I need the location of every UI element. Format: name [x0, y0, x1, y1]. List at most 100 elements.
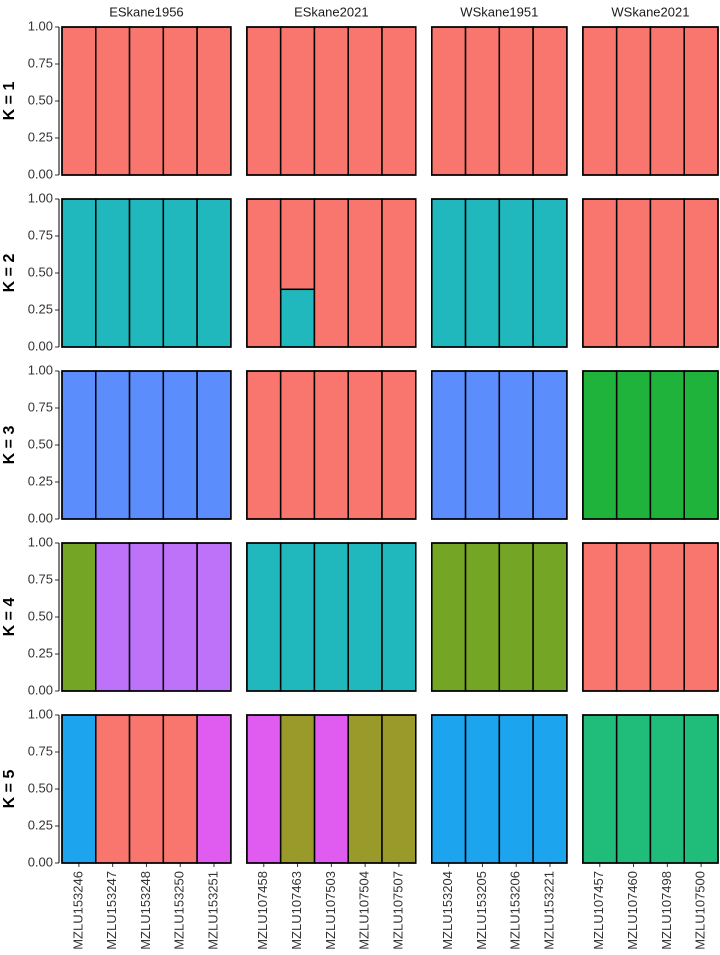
- bar-segment: [95, 198, 131, 348]
- bar-segment: [381, 714, 417, 864]
- y-tick-label: 0.75: [28, 399, 53, 414]
- panel-border: [246, 542, 417, 692]
- bar-segment: [431, 198, 467, 348]
- bar-segment: [61, 714, 97, 864]
- bar-segment: [128, 198, 165, 348]
- bar-segment: [95, 542, 131, 692]
- bar-segment: [246, 26, 282, 176]
- panel-border: [582, 26, 719, 176]
- bar-segment: [95, 370, 131, 520]
- x-tick-label: MZLU107458: [255, 871, 270, 950]
- bar-segment: [313, 714, 349, 864]
- bar-segment: [431, 542, 467, 692]
- panel-border: [582, 714, 719, 864]
- bar-segment: [582, 370, 618, 520]
- y-tick-label: 0.00: [28, 338, 53, 353]
- bar-segment: [615, 542, 652, 692]
- bar-segment: [313, 542, 349, 692]
- bar-segment: [279, 288, 316, 348]
- bar-segment: [615, 370, 652, 520]
- bar-segment: [582, 714, 618, 864]
- y-tick-label: 0.25: [28, 301, 53, 316]
- bar-segment: [683, 370, 719, 520]
- x-tick-label: MZLU107463: [289, 871, 304, 950]
- y-tick-label: 0.50: [28, 436, 53, 451]
- bar-segment: [347, 370, 383, 520]
- bar-segment: [431, 370, 467, 520]
- y-tick-label: 0.50: [28, 264, 53, 279]
- panel-border: [431, 198, 568, 348]
- bar-segment: [381, 26, 417, 176]
- y-tick-label: 0.00: [28, 682, 53, 697]
- y-tick-label: 0.75: [28, 571, 53, 586]
- panel-border: [61, 370, 232, 520]
- bar-segment: [279, 370, 316, 520]
- bar-segment: [246, 198, 282, 348]
- bar-segment: [381, 370, 417, 520]
- panel-border: [431, 370, 568, 520]
- bar-segment: [498, 26, 534, 176]
- bar-segment: [582, 198, 618, 348]
- y-tick-label: 0.00: [28, 166, 53, 181]
- bar-segment: [464, 714, 501, 864]
- bar-segment: [615, 714, 652, 864]
- bar-segment: [498, 198, 534, 348]
- panel-border: [246, 714, 417, 864]
- x-tick-label: MZLU153204: [440, 871, 455, 950]
- bar-segment: [196, 542, 232, 692]
- bar-segment: [128, 542, 165, 692]
- bar-segment: [464, 370, 501, 520]
- bar-segment: [313, 198, 349, 348]
- x-tick-label: MZLU153205: [474, 871, 489, 950]
- panel-border: [61, 542, 232, 692]
- bar-segment: [128, 370, 165, 520]
- panel-border: [246, 370, 417, 520]
- bar-segment: [582, 542, 618, 692]
- x-tick-label: MZLU153246: [70, 871, 85, 950]
- bar-segment: [649, 714, 685, 864]
- y-tick-label: 0.50: [28, 92, 53, 107]
- y-tick-label: 0.25: [28, 645, 53, 660]
- x-tick-label: MZLU107498: [659, 871, 674, 950]
- bar-segment: [196, 714, 232, 864]
- bar-segment: [683, 714, 719, 864]
- panel-border: [431, 26, 568, 176]
- bar-segment: [498, 714, 534, 864]
- bar-segment: [61, 26, 97, 176]
- bar-segment: [464, 26, 501, 176]
- y-tick-label: 0.00: [28, 510, 53, 525]
- y-tick-label: 0.75: [28, 227, 53, 242]
- bar-segment: [196, 26, 232, 176]
- x-tick-label: MZLU153251: [205, 871, 220, 950]
- bar-segment: [95, 26, 131, 176]
- row-label: K = 1: [1, 82, 18, 121]
- facet-label: WSkane1951: [460, 4, 538, 19]
- bar-segment: [61, 198, 97, 348]
- bar-segment: [683, 198, 719, 348]
- bar-segment: [532, 542, 568, 692]
- bar-segment: [431, 714, 467, 864]
- bar-segment: [347, 198, 383, 348]
- bar-segment: [61, 370, 97, 520]
- bar-segment: [313, 370, 349, 520]
- x-tick-label: MZLU153206: [508, 871, 523, 950]
- x-tick-label: MZLU107507: [390, 871, 405, 950]
- bar-segment: [279, 714, 316, 864]
- x-tick-label: MZLU107503: [323, 871, 338, 950]
- bar-segment: [464, 542, 501, 692]
- bar-segment: [381, 198, 417, 348]
- bar-segment: [196, 370, 232, 520]
- x-tick-label: MZLU107500: [693, 871, 708, 950]
- y-tick-label: 1.00: [28, 362, 53, 377]
- y-tick-label: 0.25: [28, 473, 53, 488]
- bar-segment: [162, 714, 198, 864]
- bar-segment: [279, 198, 316, 291]
- bar-segment: [431, 26, 467, 176]
- bar-segment: [615, 26, 652, 176]
- bar-segment: [532, 198, 568, 348]
- bar-segment: [498, 370, 534, 520]
- y-tick-label: 1.00: [28, 534, 53, 549]
- panel-border: [582, 370, 719, 520]
